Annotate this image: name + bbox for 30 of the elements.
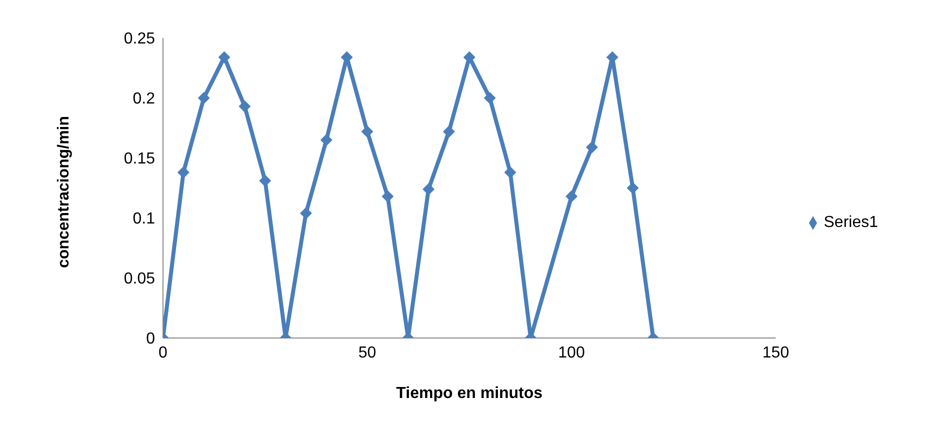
y-tick-label: 0.15 [124, 150, 156, 168]
y-tick-label: 0.25 [124, 30, 156, 48]
x-tick-label: 150 [762, 344, 790, 362]
point [382, 190, 394, 202]
y-tick-label: 0.1 [132, 210, 156, 228]
point [238, 100, 251, 112]
point [300, 207, 312, 220]
point [361, 126, 374, 138]
y-axis-title: concentraciong/min [56, 116, 73, 268]
point [218, 51, 230, 64]
legend-label: Series1 [824, 214, 878, 231]
y-tick-label: 0.05 [124, 270, 156, 288]
x-tick-label: 50 [358, 344, 376, 362]
point [504, 166, 516, 178]
point [463, 51, 476, 64]
point [442, 126, 455, 138]
point [586, 141, 598, 154]
x-tick-label: 0 [158, 344, 168, 362]
point [177, 166, 190, 178]
point [566, 190, 578, 202]
y-tick-label: 0.2 [132, 90, 156, 108]
x-tick-label: 100 [558, 344, 585, 362]
y-tick-label: 0 [146, 330, 156, 348]
point [320, 134, 332, 146]
point [484, 92, 496, 104]
point [259, 174, 272, 187]
point [626, 182, 639, 194]
x-axis-title: Tiempo en minutos [396, 385, 543, 402]
point [198, 92, 210, 104]
point [422, 183, 435, 196]
